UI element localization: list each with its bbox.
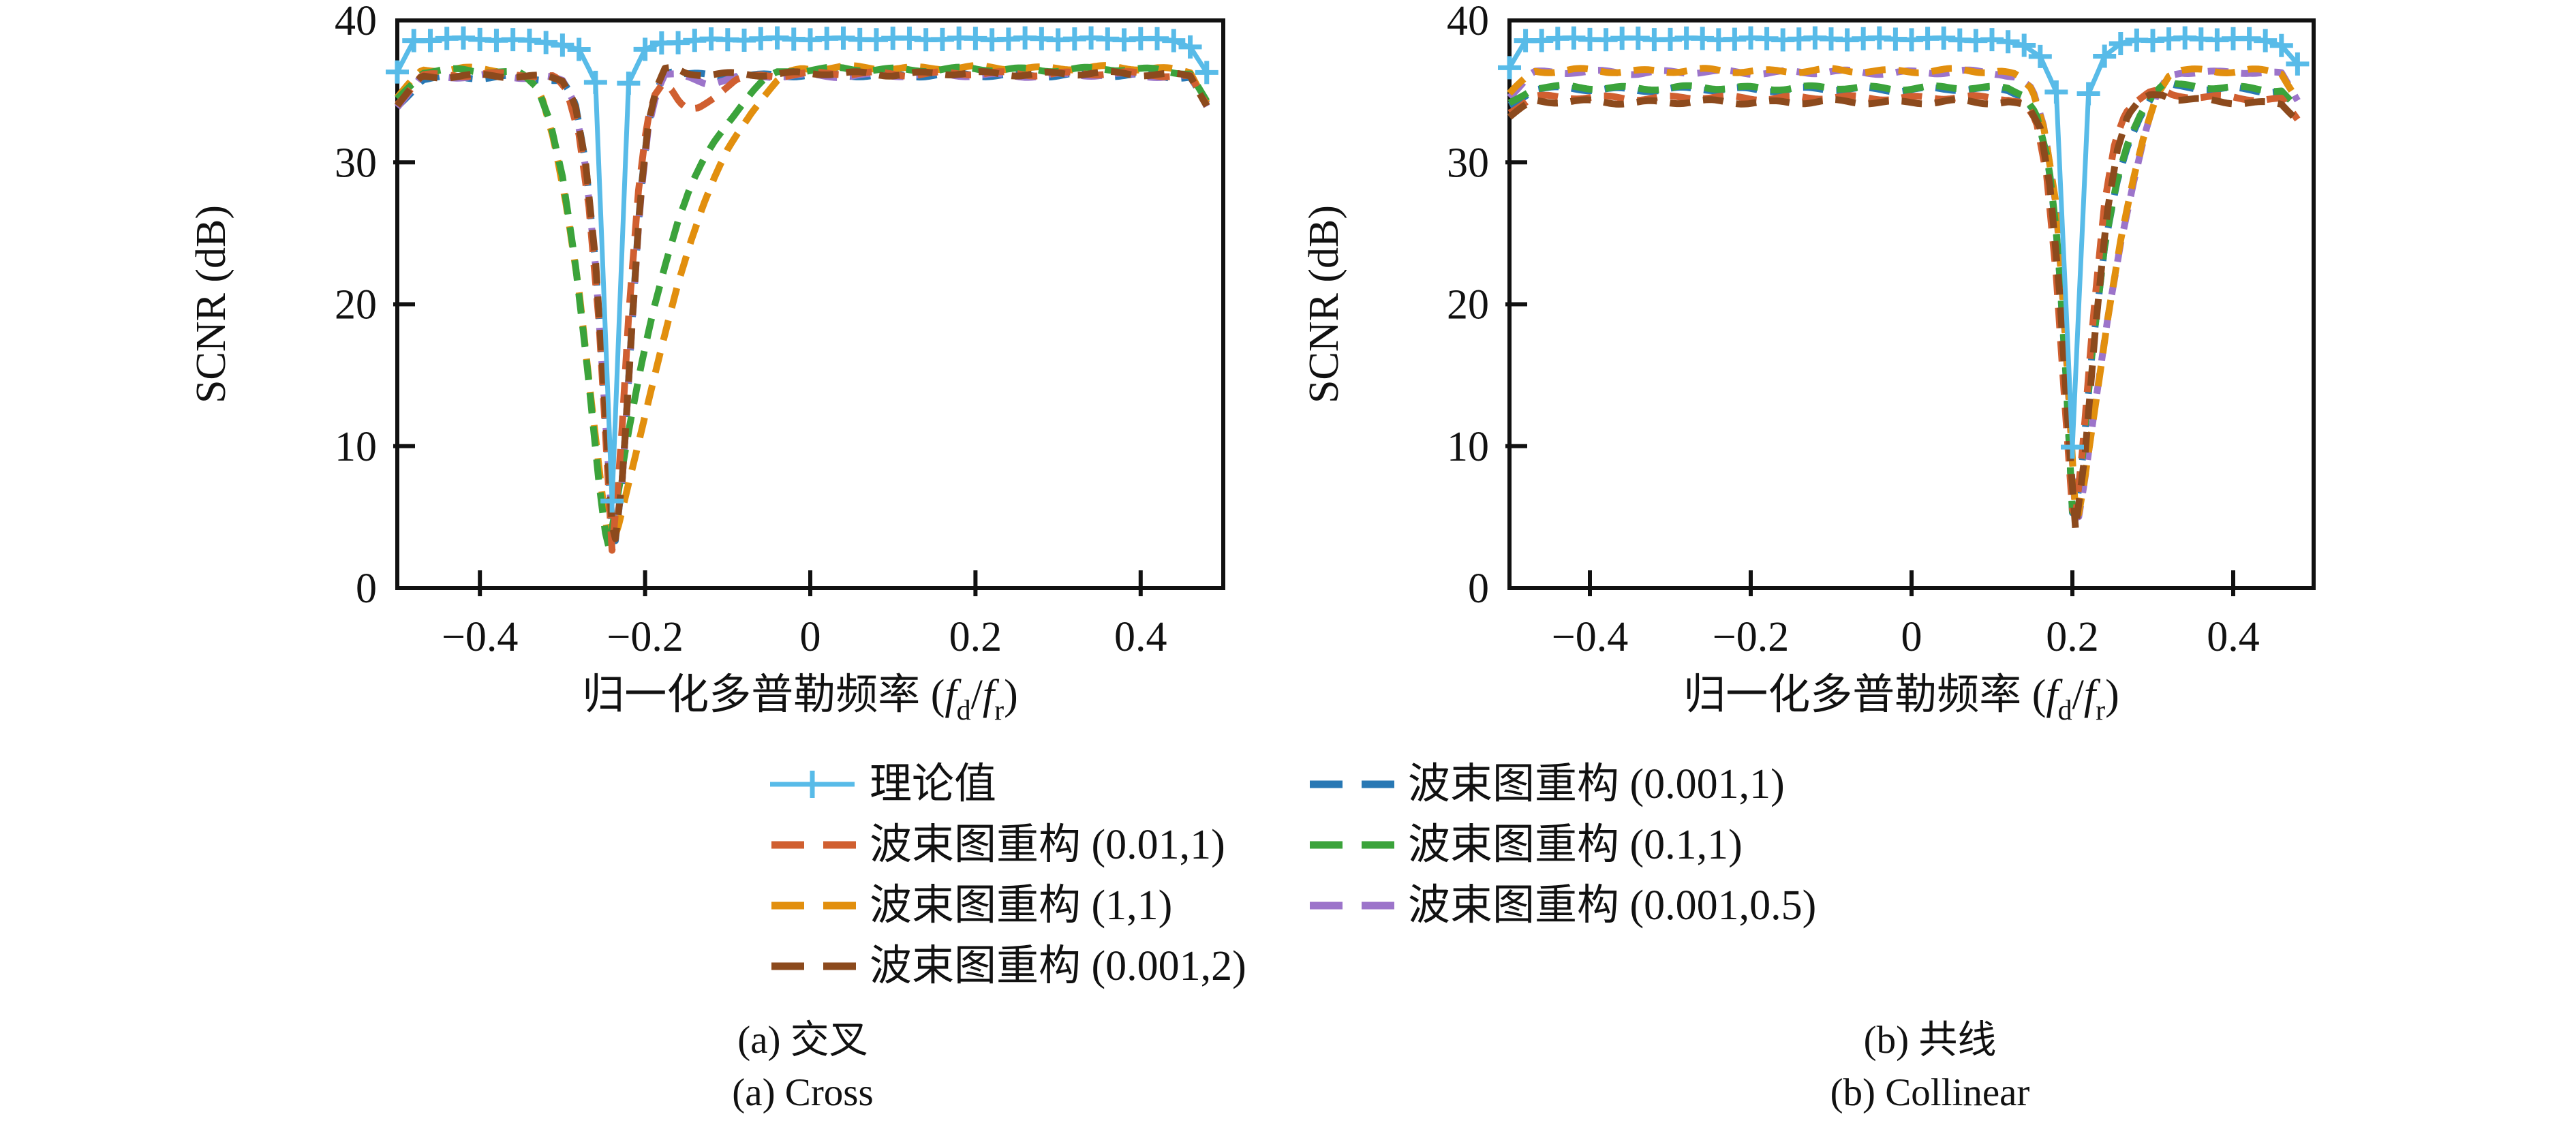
legend-item-beam-0.1-1: 波束图重构 (0.1,1) [1307, 814, 1816, 875]
legend-item-theory: 理论值 [769, 754, 1246, 814]
legend-dashes-icon [1310, 901, 1394, 909]
legend-column-2: 波束图重构 (0.001,1) 波束图重构 (0.1,1) 波束图重构 (0.001… [1307, 754, 1816, 936]
y-tick-label: 30 [1447, 140, 1489, 186]
y-tick-label: 10 [335, 424, 377, 470]
legend-item-beam-0.001-0.5: 波束图重构 (0.001,0.5) [1307, 875, 1816, 936]
legend-dashes-icon [1310, 841, 1394, 848]
legend-label: 波束图重构 (1,1) [870, 882, 1173, 929]
legend-label: 波束图重构 (0.1,1) [1408, 821, 1743, 868]
series-line-beam-1-1 [1507, 65, 2301, 518]
y-tick-label: 0 [1468, 566, 1489, 612]
x-tick-label: −0.2 [607, 614, 683, 660]
series-line-beam-0.1-1 [1507, 79, 2301, 515]
series-markers-theory [1498, 26, 2310, 459]
series-line-beam-0.01-1 [395, 68, 1210, 554]
legend-item-beam-0.001-1: 波束图重构 (0.001,1) [1307, 754, 1816, 814]
y-tick-label: 20 [335, 282, 377, 328]
x-tick-label: 0 [800, 614, 821, 660]
caption-a-chinese: (a) 交叉 [737, 1019, 868, 1062]
x-tick-label: 0 [1901, 614, 1922, 660]
series-line-beam-0.001-0.5 [1507, 66, 2301, 521]
legend-label: 波束图重构 (0.01,1) [870, 821, 1225, 868]
series-line-beam-0.1-1 [395, 63, 1210, 551]
x-axis-label: 归一化多普勒频率 (fd/fr) [582, 672, 1018, 726]
series-line-beam-0.01-1 [1507, 86, 2301, 520]
plot-frame [395, 18, 1225, 590]
caption-b-english: (b) Collinear [1830, 1071, 2030, 1114]
series-line-beam-0.001-1 [395, 68, 1210, 544]
series-line-beam-0.001-1 [1507, 80, 2301, 517]
y-tick-label: 40 [1447, 0, 1489, 44]
y-axis-label: SCNR (dB) [188, 205, 234, 403]
legend-item-beam-0.001-2: 波束图重构 (0.001,2) [769, 936, 1246, 996]
y-tick-label: 20 [1447, 282, 1489, 328]
series-line-theory [395, 35, 1209, 504]
y-tick-label: 0 [356, 566, 377, 612]
x-tick-label: 0.2 [2046, 614, 2099, 660]
x-tick-label: 0.4 [1114, 614, 1167, 660]
x-tick-label: 0.2 [949, 614, 1002, 660]
y-tick-label: 10 [1447, 424, 1489, 470]
subplot-a-cross: −0.4 −0.2 0 0.2 0.4 0 10 20 30 40 归一化多普勒频率 (fd/fr)… [188, 0, 1225, 726]
caption-b-chinese: (b) 共线 [1863, 1019, 1997, 1062]
x-tick-label: −0.4 [1552, 614, 1628, 660]
legend-dashes-icon [771, 841, 856, 848]
legend-dashes-icon [771, 962, 856, 970]
legend-label: 波束图重构 (0.001,0.5) [1408, 882, 1817, 929]
series-line-beam-0.001-2 [394, 63, 1210, 542]
legend-label: 波束图重构 (0.001,1) [1408, 760, 1785, 807]
series-line-beam-1-1 [395, 62, 1210, 549]
legend-column-1: 理论值波束图重构 (0.01,1) 波束图重构 (1,1) 波束图重构 (0.001… [769, 754, 1246, 996]
legend-label: 波束图重构 (0.001,2) [870, 942, 1246, 989]
legend-dashes-icon [1310, 780, 1394, 788]
legend-dashes-icon [771, 901, 856, 909]
x-axis-label: 归一化多普勒频率 (fd/fr) [1683, 672, 2119, 726]
series-line-beam-0.001-0.5 [395, 69, 1210, 542]
y-tick-label: 30 [335, 140, 377, 186]
series-markers-theory [386, 26, 1218, 513]
x-tick-label: −0.2 [1713, 614, 1789, 660]
legend-item-beam-0.01-1: 波束图重构 (0.01,1) [769, 814, 1246, 875]
x-tick-label: 0.4 [2207, 614, 2260, 660]
series-line-beam-0.001-2 [1507, 91, 2300, 534]
subplot-b-collinear: −0.4 −0.2 0 0.2 0.4 0 10 20 30 40 归一化多普勒频率 (fd/fr)… [1301, 0, 2316, 726]
legend-item-beam-1-1: 波束图重构 (1,1) [769, 875, 1246, 936]
y-tick-label: 40 [335, 0, 377, 44]
legend-label: 理论值 [870, 760, 997, 807]
legend-line-plus-icon [770, 770, 855, 798]
caption-a-english: (a) Cross [732, 1071, 874, 1114]
x-tick-label: −0.4 [442, 614, 518, 660]
y-axis-label: SCNR (dB) [1301, 205, 1347, 403]
